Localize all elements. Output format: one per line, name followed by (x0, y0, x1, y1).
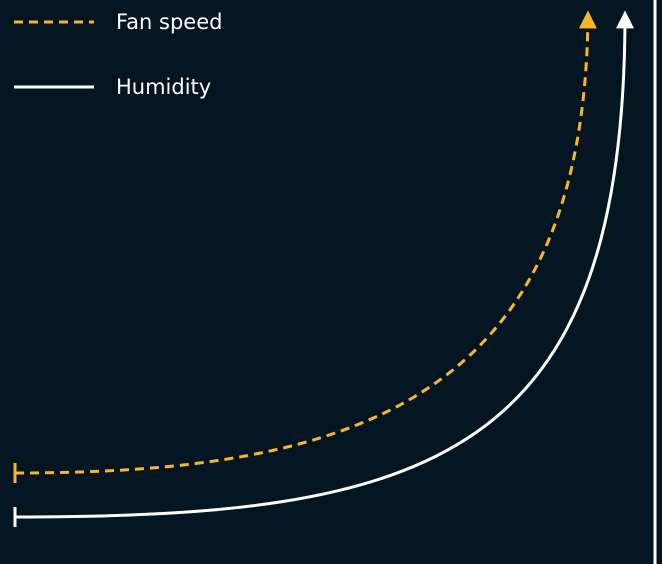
legend-item-humidity: Humidity (14, 75, 211, 99)
fan-speed-path (14, 10, 597, 475)
fan-speed-curve (13, 10, 597, 483)
humidity-curve (13, 10, 634, 527)
legend-label-humidity: Humidity (116, 75, 211, 99)
legend: Fan speed Humidity (14, 10, 222, 99)
legend-item-fan-speed: Fan speed (14, 10, 222, 34)
humidity-path (14, 10, 634, 519)
legend-label-fan-speed: Fan speed (116, 10, 222, 34)
